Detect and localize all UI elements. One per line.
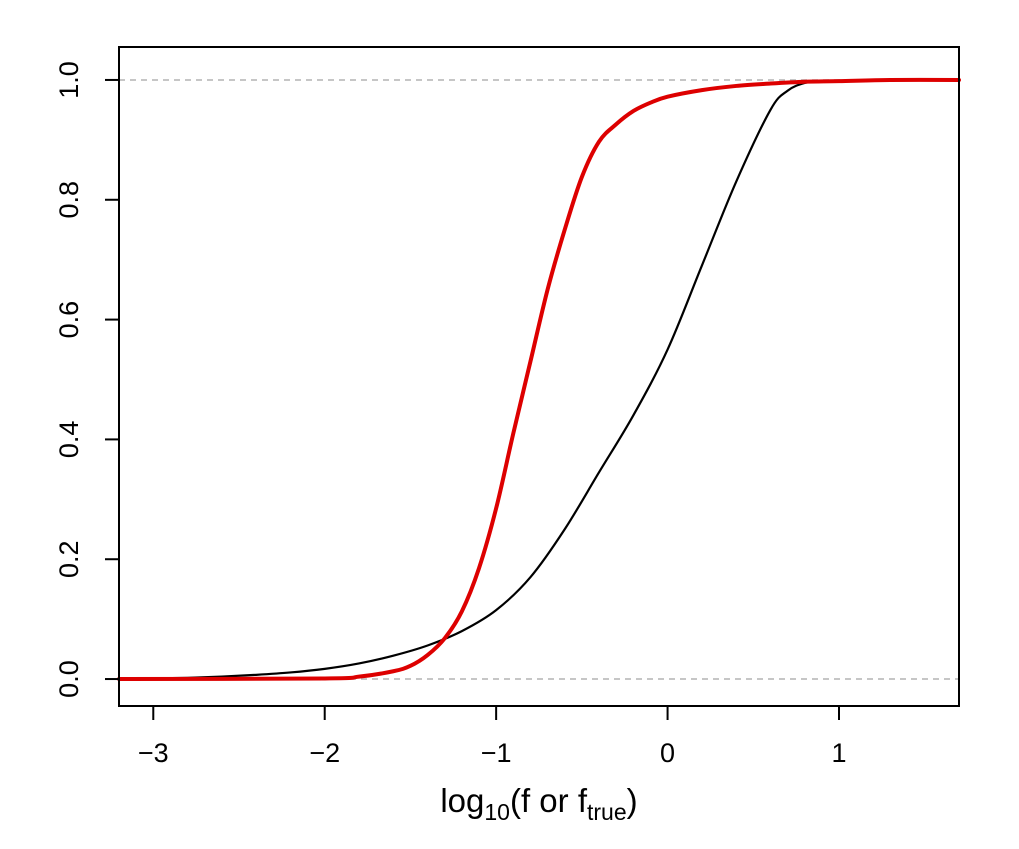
plot-frame	[118, 46, 960, 707]
y-tick-label: 1.0	[54, 61, 84, 99]
y-tick-label: 0.2	[54, 540, 84, 578]
x-tick-label: 1	[831, 738, 846, 768]
y-tick-label: 0.8	[54, 181, 84, 219]
x-tick-label: −2	[309, 738, 340, 768]
x-axis: −3 −2 −1 0 1	[138, 705, 847, 768]
y-tick-label: 0.6	[54, 301, 84, 339]
x-tick-label: 0	[660, 738, 675, 768]
x-tick-label: −3	[138, 738, 169, 768]
y-tick-label: 0.0	[54, 660, 84, 698]
plot-area	[117, 77, 961, 682]
series-line-0	[117, 78, 961, 681]
y-tick-label: 0.4	[54, 421, 84, 459]
series-line-1	[117, 77, 961, 682]
x-axis-title: log10(f or ftrue)	[440, 782, 637, 825]
x-tick-label: −1	[481, 738, 512, 768]
y-axis: 0.0 0.2 0.4 0.6 0.8 1.0	[54, 61, 120, 698]
